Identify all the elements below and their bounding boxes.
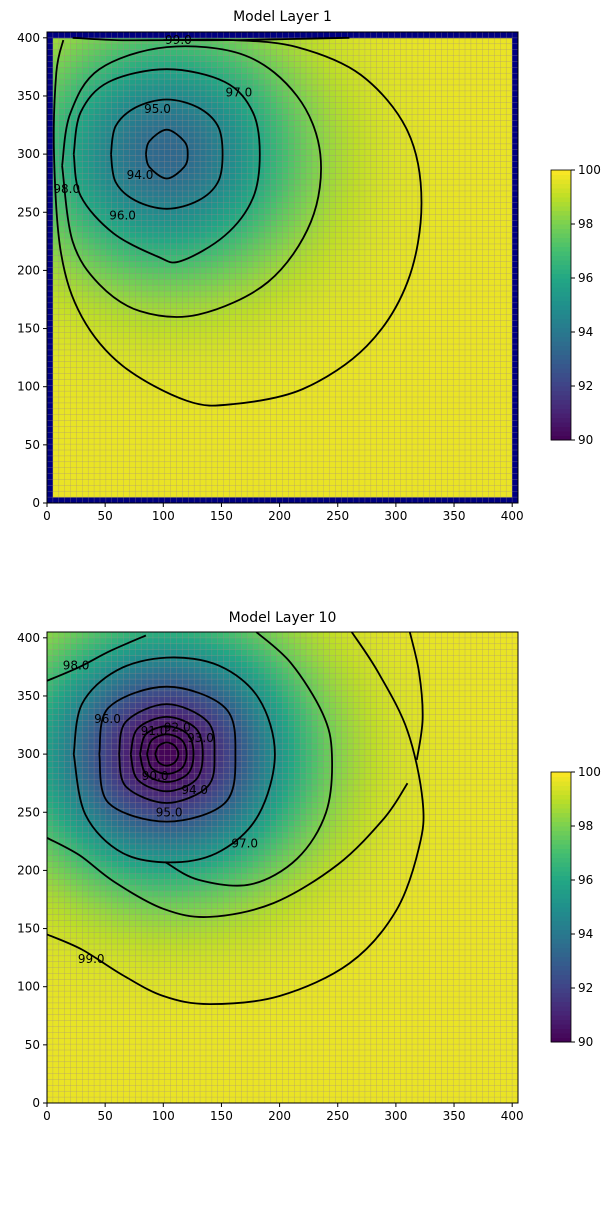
colorbar-tick-label: 100 [578, 163, 601, 177]
x-tick-label: 50 [98, 509, 113, 523]
contour-lines [47, 632, 425, 1006]
y-tick-label: 100 [17, 980, 40, 994]
y-tick-label: 50 [25, 438, 40, 452]
contour-label: 97.0 [226, 85, 253, 99]
chart-title: Model Layer 1 [233, 9, 332, 25]
x-tick-label: 350 [443, 1109, 466, 1123]
head-field [47, 632, 518, 1103]
contour-label: 96.0 [109, 209, 136, 223]
axis-ticks: 0 50 100 150 200 250 300 350 400 0 50 100 150 200 250 3… [17, 631, 524, 1123]
contour-97 [165, 632, 333, 887]
panel-model-layer-1: 94.0 95.0 96.0 97.0 98.0 99.0 0 50 100 150 200 250 3… [17, 9, 601, 523]
x-tick-label: 250 [326, 509, 349, 523]
head-field [47, 32, 518, 503]
colorbar: 90 92 94 96 98 100 [550, 163, 601, 447]
contour-91 [146, 733, 188, 775]
colorbar: 90 92 94 96 98 100 [550, 765, 601, 1049]
contour-label: 95.0 [156, 805, 183, 819]
model-grid [46, 631, 519, 1104]
contour-95 [98, 685, 237, 823]
contour-98 [47, 634, 147, 682]
x-tick-label: 100 [152, 1109, 175, 1123]
contour-90 [154, 741, 180, 767]
y-tick-label: 350 [17, 689, 40, 703]
contour-label: 94.0 [181, 783, 208, 797]
axes-frame [46, 31, 519, 504]
y-tick-label: 300 [17, 147, 40, 161]
x-tick-label: 0 [43, 509, 51, 523]
y-tick-label: 0 [32, 1096, 40, 1110]
x-tick-label: 150 [210, 1109, 233, 1123]
y-tick-label: 400 [17, 31, 40, 45]
contour-97 [47, 782, 409, 918]
y-tick-label: 250 [17, 805, 40, 819]
contour-94 [145, 128, 189, 180]
contour-lines [52, 36, 423, 407]
colorbar-tick-label: 92 [578, 379, 593, 393]
panel-model-layer-10: 90.0 91.092.093.0 94.0 95.0 96.0 97.0 98.0 99.0… [17, 610, 601, 1123]
y-tick-label: 200 [17, 263, 40, 277]
contour-label: 95.0 [144, 102, 171, 116]
colorbar-tick-label: 94 [578, 325, 593, 339]
y-tick-label: 150 [17, 922, 40, 936]
contour-95 [110, 98, 224, 210]
axes-frame [46, 631, 519, 1104]
x-tick-label: 200 [268, 1109, 291, 1123]
colorbar-tick-label: 98 [578, 217, 593, 231]
contour-97 [61, 45, 322, 318]
y-tick-label: 300 [17, 747, 40, 761]
x-tick-label: 350 [443, 509, 466, 523]
contour-98 [52, 38, 423, 407]
contour-92 [139, 725, 195, 783]
contour-label: 92.0 [164, 720, 191, 734]
colorbar-tick-label: 96 [578, 271, 593, 285]
contour-94 [118, 703, 216, 804]
contour-label: 98.0 [63, 659, 90, 673]
contour-label: 99.0 [78, 952, 105, 966]
y-tick-label: 50 [25, 1038, 40, 1052]
x-tick-label: 250 [326, 1109, 349, 1123]
x-tick-label: 400 [501, 509, 524, 523]
y-tick-label: 100 [17, 380, 40, 394]
colorbar-tick-label: 100 [578, 765, 601, 779]
colorbar-tick-label: 92 [578, 981, 593, 995]
x-tick-label: 400 [501, 1109, 524, 1123]
colorbar-tick-label: 94 [578, 927, 593, 941]
x-tick-label: 50 [98, 1109, 113, 1123]
x-tick-label: 0 [43, 1109, 51, 1123]
x-tick-label: 100 [152, 509, 175, 523]
chart-title: Model Layer 10 [229, 610, 337, 626]
contour-93 [129, 715, 204, 793]
colorbar-tick-label: 96 [578, 873, 593, 887]
axis-ticks: 0 50 100 150 200 250 300 350 400 0 50 100 150 200 250 3… [17, 31, 524, 523]
contour-96 [72, 656, 276, 864]
contour-96 [72, 68, 261, 264]
contour-label: 90.0 [142, 769, 169, 783]
x-tick-label: 300 [384, 1109, 407, 1123]
y-tick-label: 400 [17, 631, 40, 645]
contour-label: 93.0 [187, 731, 214, 745]
colorbar-tick-label: 90 [578, 1035, 593, 1049]
y-tick-label: 150 [17, 322, 40, 336]
contour-label: 97.0 [231, 837, 258, 851]
contour-label: 96.0 [94, 712, 121, 726]
y-tick-label: 0 [32, 496, 40, 510]
x-tick-label: 200 [268, 509, 291, 523]
y-tick-label: 350 [17, 89, 40, 103]
x-tick-label: 150 [210, 509, 233, 523]
contour-99 [72, 36, 350, 42]
contour-label: 91.0 [141, 724, 168, 738]
colorbar-tick-label: 90 [578, 433, 593, 447]
x-tick-label: 300 [384, 509, 407, 523]
y-tick-label: 200 [17, 863, 40, 877]
contour-label: 99.0 [165, 33, 192, 47]
contour-99 [408, 632, 424, 761]
colorbar-tick-label: 98 [578, 819, 593, 833]
contour-label: 94.0 [127, 168, 154, 182]
y-tick-label: 250 [17, 205, 40, 219]
contour-98 [47, 632, 425, 1006]
contour-label: 98.0 [53, 182, 80, 196]
